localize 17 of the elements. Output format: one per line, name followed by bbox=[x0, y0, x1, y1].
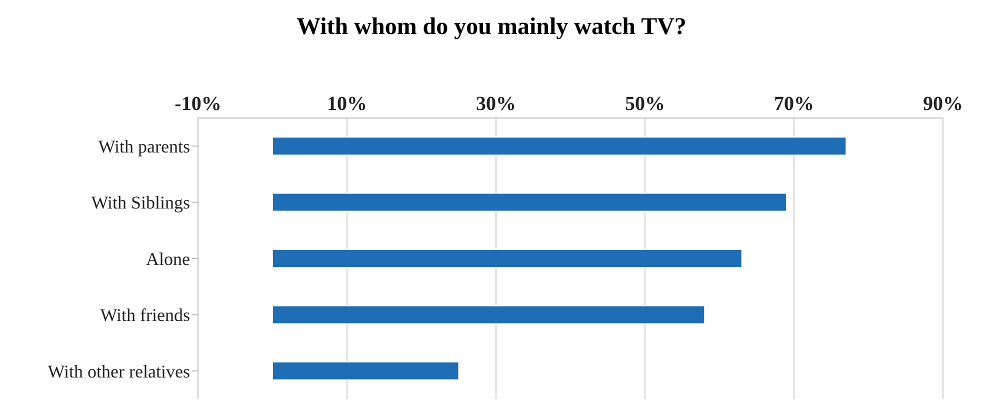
bar bbox=[272, 136, 847, 156]
x-tick-label: -10% bbox=[174, 93, 222, 115]
y-tick-label: With Siblings bbox=[91, 192, 190, 213]
y-tick-label: With other relatives bbox=[48, 361, 190, 382]
x-tick-label: 30% bbox=[476, 93, 516, 115]
y-tick-label: With parents bbox=[98, 136, 190, 156]
bar bbox=[272, 361, 460, 380]
bar bbox=[272, 192, 788, 212]
bar bbox=[272, 305, 706, 324]
y-tick-label: Alone bbox=[146, 248, 190, 269]
x-tick-label: 50% bbox=[625, 93, 665, 115]
bar bbox=[272, 249, 742, 268]
chart-title: With whom do you mainly watch TV? bbox=[296, 13, 688, 42]
y-tick-label: With friends bbox=[100, 305, 190, 326]
x-tick-label: 90% bbox=[923, 93, 963, 115]
x-tick-label: 70% bbox=[774, 93, 814, 115]
x-tick-label: 10% bbox=[327, 93, 367, 115]
